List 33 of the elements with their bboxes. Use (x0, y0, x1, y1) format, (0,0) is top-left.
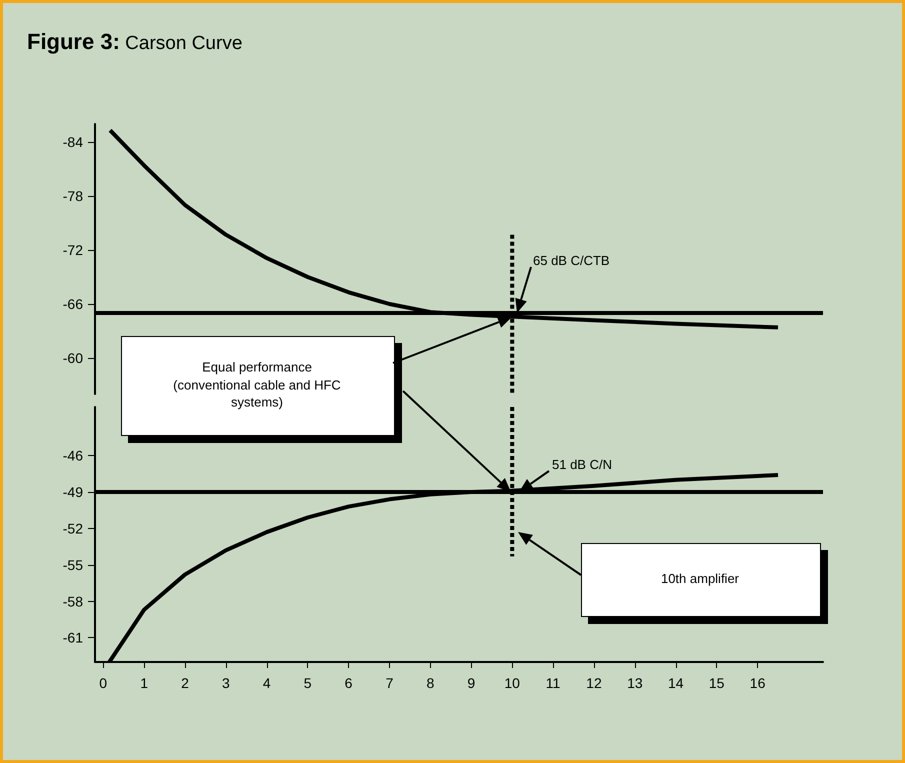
y-tick-label: -49 (62, 484, 84, 500)
x-tick-label: 12 (586, 675, 602, 691)
y-tick-label: -84 (62, 134, 84, 150)
y-tick-label: -46 (62, 448, 84, 464)
x-tick-label: 7 (386, 675, 394, 691)
x-tick-label: 1 (140, 675, 148, 691)
annotation: 10th amplifier (660, 570, 740, 588)
x-tick-label: 13 (627, 675, 643, 691)
x-tick-label: 2 (181, 675, 190, 691)
x-tick-label: 11 (546, 675, 561, 691)
y-tick-label: -60 (62, 350, 84, 366)
y-tick-label: -78 (62, 188, 84, 204)
y-tick-label: -61 (62, 630, 84, 646)
y-tick-label: -66 (62, 296, 84, 312)
chart-title: Figure 3: Carson Curve (27, 29, 242, 54)
y-tick-label: -58 (62, 593, 84, 610)
y-tick-label: -55 (62, 556, 84, 573)
x-tick-label: 5 (304, 675, 312, 691)
y-tick-label: -72 (62, 242, 84, 258)
x-tick-label: 0 (99, 675, 108, 691)
x-tick-label: 14 (668, 675, 684, 691)
x-tick-label: 10 (504, 675, 520, 691)
x-tick-label: 16 (750, 675, 766, 691)
annotation: 65 dB C/CTB (533, 253, 610, 268)
x-tick-label: 6 (344, 675, 353, 691)
x-tick-label: 15 (708, 675, 725, 691)
y-tick-label: -52 (62, 520, 84, 536)
x-tick-label: 9 (467, 675, 476, 691)
annotation: 51 dB C/N (552, 457, 612, 472)
annotation: Equal performance (conventional cable and HFC systems) (172, 358, 342, 412)
x-tick-label: 8 (426, 675, 434, 691)
x-tick-label: 3 (222, 675, 230, 691)
x-tick-label: 4 (262, 675, 271, 691)
